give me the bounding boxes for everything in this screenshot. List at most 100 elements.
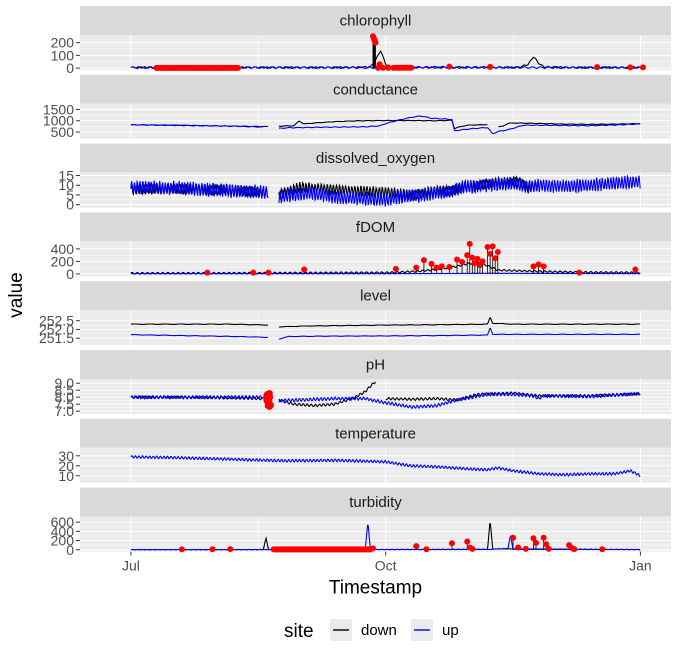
anomaly-point [479,258,486,265]
anomaly-point [266,390,273,396]
anomaly-point [469,545,476,552]
anomaly-point [484,244,491,251]
y-tick-label: 400 [51,523,75,539]
y-tick-label: 1500 [43,101,74,117]
facet-strip-label: level [360,288,391,305]
anomaly-point [571,546,578,553]
y-tick-label: 7.5 [55,396,75,412]
anomaly-point [438,263,445,270]
anomaly-point [469,254,476,261]
anomaly-point [492,255,499,262]
anomaly-point [532,539,539,546]
series-line-up [130,454,641,478]
anomaly-point [446,264,453,271]
anomaly-point [632,266,639,273]
anomaly-point [428,260,435,267]
anomaly-point [535,261,542,268]
facet-strip [80,281,671,311]
y-tick-label: 8.0 [55,389,75,405]
anomaly-point [178,546,185,553]
y-tick-label: 0 [66,266,74,282]
anomaly-point [510,534,517,541]
series-line-up [130,327,641,340]
facet-strip [80,487,671,517]
x-axis-title: Timestamp [329,578,422,599]
anomaly-point [390,64,397,71]
x-tick-label: Jul [122,558,140,574]
anomaly-point [433,264,440,271]
anomaly-point [594,64,601,71]
panel-background [80,310,671,346]
facet-strip-label: fDOM [356,219,395,236]
y-tick-label: 200 [51,35,75,51]
anomaly-point [227,546,234,553]
anomaly-point [446,63,453,70]
anomaly-point [543,541,550,548]
y-tick-label: 500 [51,124,75,140]
y-tick-label: 0 [66,197,74,213]
anomaly-point [413,543,420,550]
y-tick-label: 10 [58,468,74,484]
anomaly-point [385,64,392,71]
anomaly-point [413,264,420,271]
facet-strip [80,418,671,448]
series-line-up [130,174,641,207]
anomaly-point [540,534,547,541]
y-tick-label: 0 [66,60,74,76]
panel-background [80,241,671,277]
y-tick-label: 7.0 [55,403,75,419]
legend-label-down: down [361,622,397,639]
anomaly-point [372,39,379,46]
legend: site down up [284,619,459,642]
y-tick-label: 100 [51,47,75,63]
y-axis-title: value [6,272,27,317]
facet-strip-label: turbidity [349,494,402,511]
y-tick-label: 252.5 [39,313,74,329]
anomaly-point [464,538,471,545]
anomaly-point [234,64,241,71]
y-tick-label: 0 [66,542,74,558]
anomaly-point [545,545,552,552]
facet-strip [80,143,671,173]
anomaly-point [466,240,473,247]
anomaly-point [522,545,529,552]
y-tick-label: 5 [66,187,74,203]
facet-strip [80,6,671,35]
y-tick-label: 9.0 [55,375,75,391]
anomaly-point [576,269,583,276]
y-tick-label: 1000 [43,113,74,129]
anomaly-point [459,259,466,266]
anomaly-point [423,546,430,553]
anomaly-point [301,266,308,273]
y-tick-label: 252.0 [39,321,74,337]
facet-strip-label: chlorophyll [340,13,412,30]
anomaly-point [599,546,606,553]
anomaly-point [250,269,257,276]
anomaly-point [487,250,494,257]
anomaly-point [369,545,376,552]
anomaly-point [209,546,216,553]
anomaly-point [627,64,634,71]
facet-strip [80,74,671,104]
facet-panel-pH: pH 7.07.58.08.59.0 [55,350,671,419]
anomaly-point [376,61,383,68]
facet-strip [80,350,671,379]
anomaly-point [265,269,272,276]
anomaly-point [487,63,494,70]
y-tick-label: 200 [51,253,75,269]
x-tick-label: Jan [629,558,652,574]
x-tick-label: Oct [375,558,397,574]
series-line-up [130,272,641,275]
anomaly-point [540,263,547,270]
y-tick-label: 400 [51,241,75,257]
anomaly-point [474,255,481,262]
y-tick-label: 200 [51,533,75,549]
anomaly-point [639,64,646,71]
anomaly-point [530,263,537,270]
